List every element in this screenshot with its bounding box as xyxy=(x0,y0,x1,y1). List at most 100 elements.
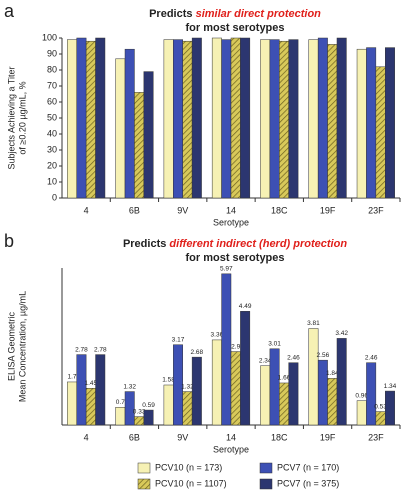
x-tick-label: 19F xyxy=(320,432,336,442)
legend-swatch xyxy=(259,462,273,474)
x-tick-label: 23F xyxy=(368,432,384,442)
legend-label: PCV10 (n = 1107) xyxy=(155,478,227,488)
bar xyxy=(115,407,126,426)
y-axis-label: Mean Concentration, µg/mL xyxy=(17,291,27,402)
value-label: 2.56 xyxy=(317,352,330,359)
bar xyxy=(85,40,96,199)
value-label: 1.66 xyxy=(278,375,291,382)
bar xyxy=(191,37,202,199)
title-prefix: Predicts xyxy=(123,238,166,250)
bar xyxy=(356,400,367,426)
bar xyxy=(366,362,377,426)
bar xyxy=(143,409,154,426)
value-label: 0.96 xyxy=(355,392,368,399)
legend-label: PCV7 (n = 375) xyxy=(277,478,339,488)
value-label: 2.68 xyxy=(191,349,204,356)
bar xyxy=(288,362,299,426)
x-tick-label: 18C xyxy=(271,432,288,442)
value-label: 1.58 xyxy=(162,377,175,384)
x-tick-label: 19F xyxy=(320,205,336,215)
bar xyxy=(191,356,202,426)
bar xyxy=(269,39,280,199)
bar xyxy=(327,378,338,426)
bar xyxy=(288,39,299,199)
legend-label: PCV7 (n = 170) xyxy=(277,462,339,472)
bar xyxy=(221,39,232,199)
value-label: 3.42 xyxy=(335,330,348,337)
value-label: 1.7 xyxy=(67,374,76,381)
bar xyxy=(308,328,319,426)
bar xyxy=(211,339,222,426)
value-label: 2.78 xyxy=(94,346,107,353)
title-prefix: Predicts xyxy=(149,8,192,20)
chart-subtitle: for most serotypes xyxy=(185,252,284,264)
bar xyxy=(221,273,232,426)
bar xyxy=(366,47,377,199)
value-label: 2.46 xyxy=(287,354,300,361)
y-axis-label: of ≥0.20 µg/mL, % xyxy=(17,81,27,154)
value-label: 1.32 xyxy=(123,383,136,390)
legend-swatch xyxy=(259,478,273,490)
y-tick-label: 70 xyxy=(47,80,57,90)
bar xyxy=(182,391,193,426)
bar xyxy=(260,365,271,426)
bar xyxy=(163,39,174,199)
chart-title: Predicts similar direct protection xyxy=(149,8,321,20)
y-tick-label: 10 xyxy=(47,176,57,186)
bar xyxy=(356,48,367,199)
bar xyxy=(124,391,135,426)
value-label: 3.36 xyxy=(211,332,224,339)
x-tick-label: 6B xyxy=(129,432,140,442)
value-label: 3.17 xyxy=(172,336,185,343)
legend-swatch xyxy=(137,478,151,490)
x-tick-label: 6B xyxy=(129,205,140,215)
x-axis-label: Serotype xyxy=(213,444,249,454)
y-tick-label: 40 xyxy=(47,128,57,138)
chart-title: Predicts different indirect (herd) prote… xyxy=(123,238,347,250)
bar xyxy=(173,39,183,199)
bar xyxy=(375,411,386,426)
title-emphasis: similar direct protection xyxy=(193,8,322,20)
bar xyxy=(385,390,395,426)
bar xyxy=(269,348,280,426)
x-tick-label: 14 xyxy=(226,432,236,442)
bar xyxy=(85,388,96,426)
x-tick-label: 4 xyxy=(84,205,89,215)
bar xyxy=(240,37,251,199)
bar xyxy=(95,354,106,426)
value-label: 4.49 xyxy=(239,303,252,310)
bar xyxy=(260,39,271,199)
bar xyxy=(336,37,347,199)
bar xyxy=(230,351,241,426)
value-label: 0.53 xyxy=(374,403,387,410)
x-tick-label: 14 xyxy=(226,205,236,215)
bar xyxy=(173,344,183,426)
bar xyxy=(336,338,347,426)
x-tick-label: 23F xyxy=(368,205,384,215)
value-label: 2.46 xyxy=(365,354,378,361)
value-label: 2.9 xyxy=(231,343,240,350)
chart-subtitle: for most serotypes xyxy=(185,22,284,34)
bar xyxy=(230,37,241,199)
value-label: 1.32 xyxy=(181,383,194,390)
value-label: 0.33 xyxy=(133,408,146,415)
bar xyxy=(124,48,135,199)
y-tick-label: 50 xyxy=(47,112,57,122)
bar xyxy=(67,381,77,426)
x-tick-label: 4 xyxy=(84,432,89,442)
value-label: 3.81 xyxy=(307,320,320,327)
y-tick-label: 100 xyxy=(42,32,57,42)
y-tick-label: 80 xyxy=(47,64,57,74)
y-tick-label: 60 xyxy=(47,96,57,106)
bar xyxy=(67,39,77,199)
value-label: 3.01 xyxy=(268,340,281,347)
bar xyxy=(76,37,87,199)
y-tick-label: 90 xyxy=(47,48,57,58)
value-label: 0.59 xyxy=(142,402,155,409)
x-tick-label: 9V xyxy=(177,432,188,442)
y-tick-label: 30 xyxy=(47,144,57,154)
bar xyxy=(95,37,106,199)
y-axis-label: Subjects Achieving a Titer xyxy=(6,66,16,169)
bar xyxy=(115,58,126,199)
